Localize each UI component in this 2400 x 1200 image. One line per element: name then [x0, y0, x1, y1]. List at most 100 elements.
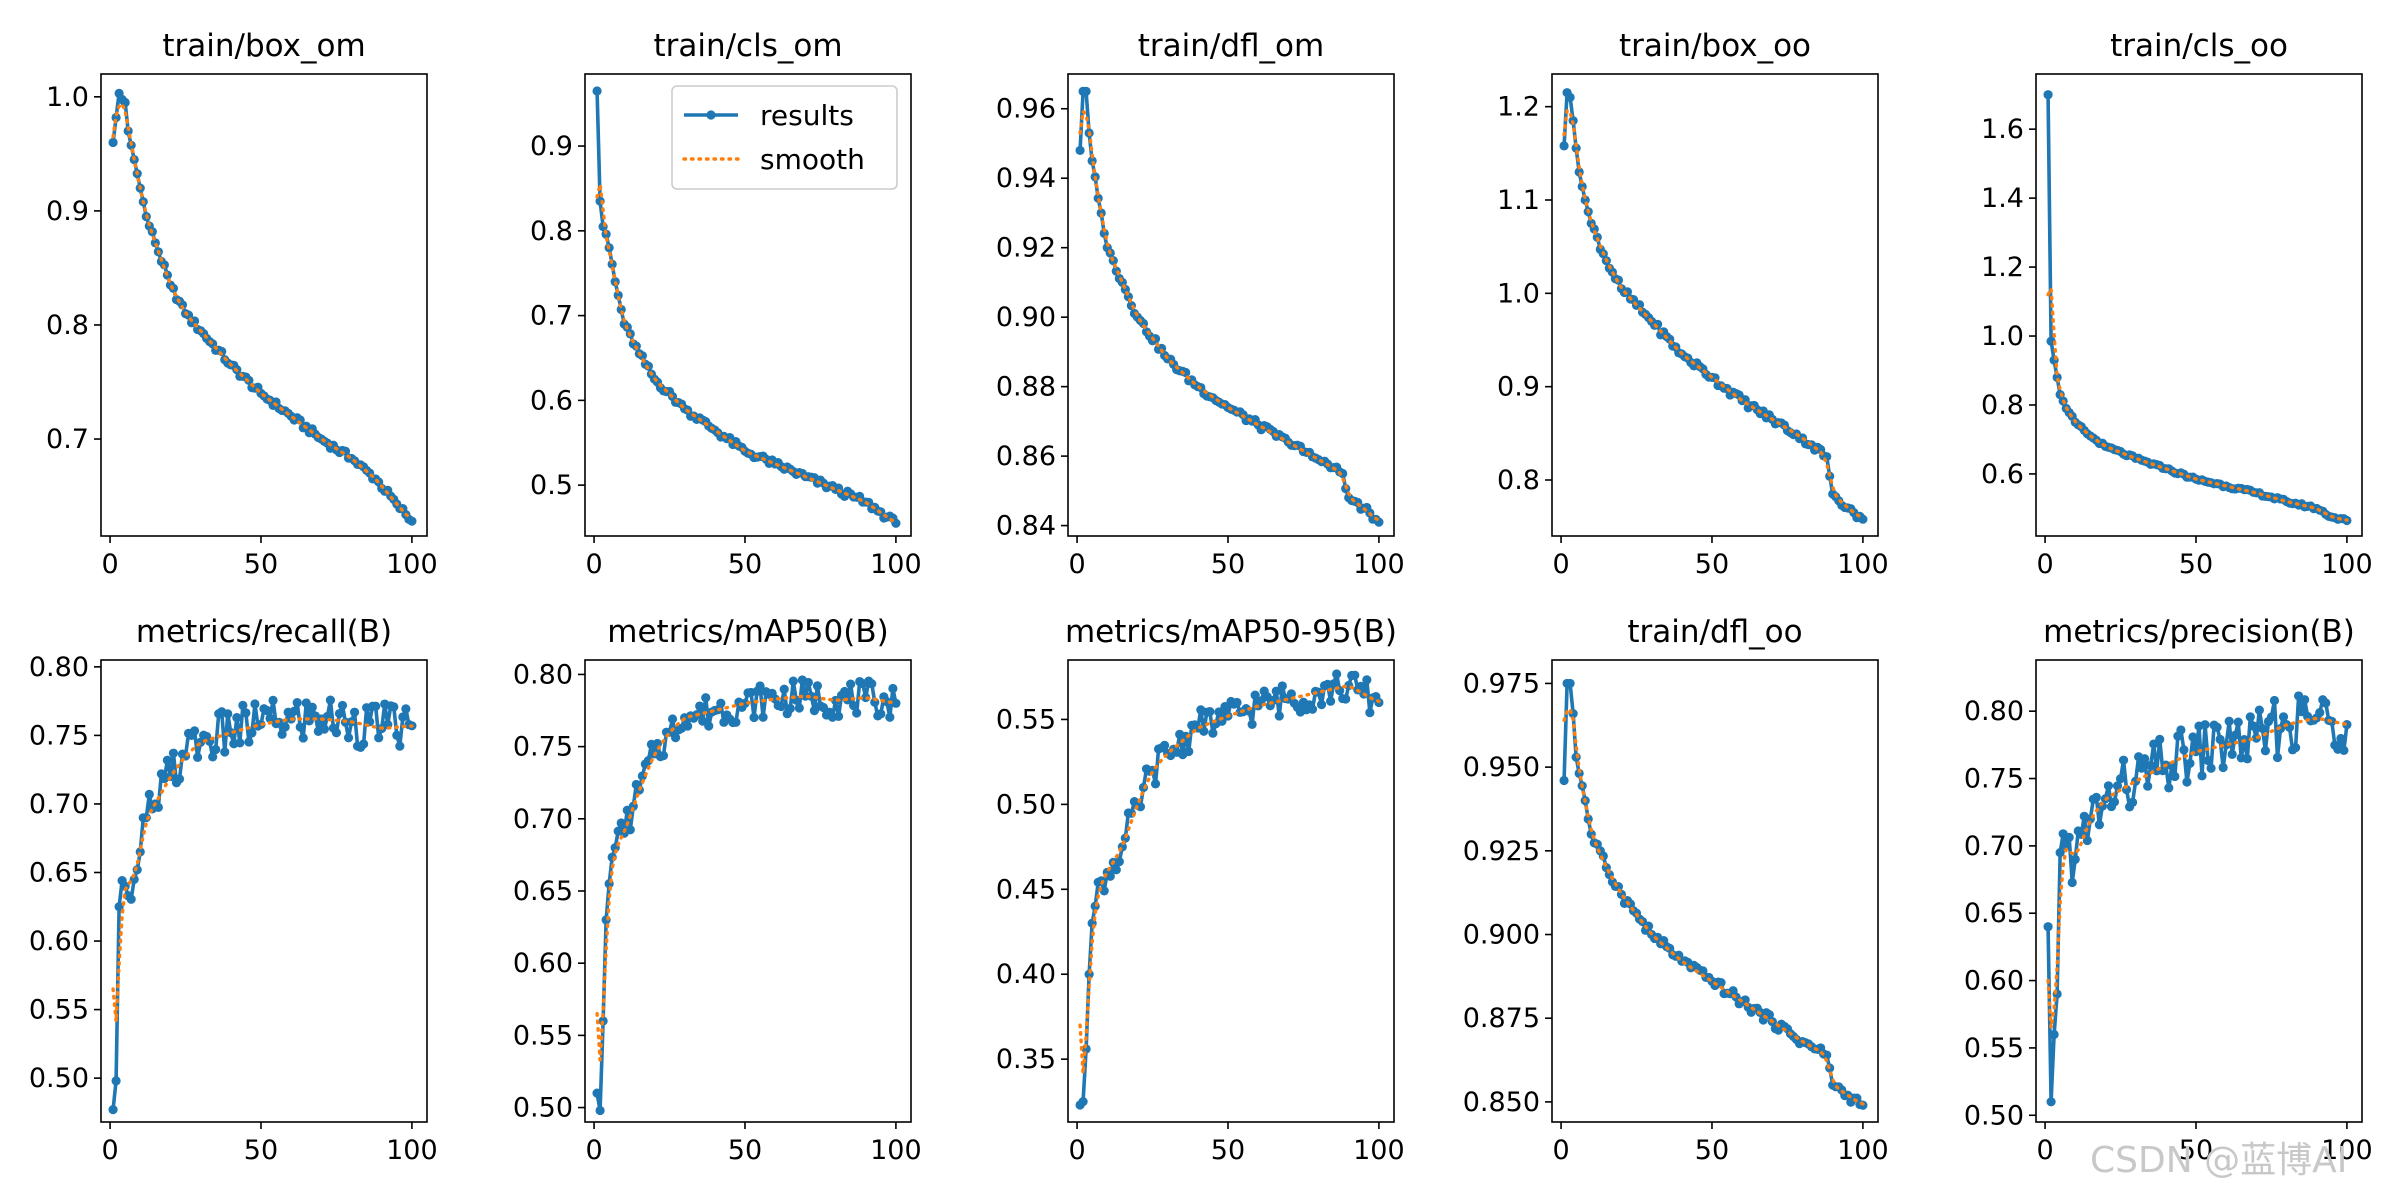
subplot-title: train/dfl_om: [1138, 28, 1324, 64]
results-point: [2206, 763, 2216, 773]
x-tick-label: 100: [386, 549, 438, 580]
y-tick-label: 0.70: [1964, 831, 2024, 862]
results-point: [168, 748, 179, 758]
results-point: [1338, 468, 1348, 479]
results-point: [846, 679, 856, 689]
x-tick-label: 50: [2179, 1135, 2213, 1166]
y-tick-label: 0.7: [530, 301, 573, 332]
y-tick-label: 1.1: [1497, 185, 1540, 216]
results-point: [794, 703, 804, 713]
results-point: [1329, 679, 1339, 689]
subplot-title: train/box_oo: [1619, 28, 1811, 64]
legend-frame: [671, 85, 898, 190]
results-point: [2094, 820, 2104, 830]
results-point: [1199, 726, 1209, 736]
results-point: [2278, 712, 2289, 722]
smooth-line: [595, 694, 898, 1062]
subplot-train-box-oo: train/box_oo 0 50 100 0.8 0.9 1.0 1.1 1.2: [1497, 28, 1889, 580]
results-point: [2140, 754, 2150, 764]
results-point: [891, 698, 901, 708]
legend: results smooth: [671, 85, 898, 190]
results-point: [292, 697, 302, 708]
subplot-title: train/cls_oo: [2110, 28, 2288, 64]
results-point: [1316, 700, 1327, 710]
results-point: [277, 729, 287, 739]
results-point: [2179, 745, 2189, 755]
results-point: [888, 683, 898, 694]
x-tick-label: 0: [1068, 1135, 1085, 1166]
results-point: [359, 739, 369, 749]
results-point: [334, 708, 345, 719]
y-tick-label: 0.92: [996, 233, 1056, 264]
smooth-line: [595, 182, 898, 524]
subplot-metrics-map50-95-b-: metrics/mAP50-95(B) 0 50 100 0.35 0.40 0.45 0.5…: [996, 614, 1405, 1166]
results-point: [247, 728, 257, 738]
x-tick-label: 50: [244, 1135, 278, 1166]
results-point: [1634, 300, 1645, 310]
y-tick-label: 0.9: [1497, 372, 1540, 403]
results-point: [867, 679, 877, 689]
results-point: [2224, 716, 2234, 726]
y-tick-label: 0.75: [29, 720, 89, 751]
results-point: [2257, 723, 2267, 734]
subplot-title: metrics/precision(B): [2043, 614, 2355, 650]
subplot-metrics-precision-b-: metrics/precision(B) 0 50 100 0.50 0.55 0.60 0.…: [1964, 614, 2373, 1166]
results-point: [1208, 728, 1218, 738]
y-tick-label: 0.6: [530, 385, 573, 416]
y-tick-label: 0.900: [1463, 920, 1540, 951]
results-point: [1232, 697, 1242, 708]
results-point: [670, 733, 681, 743]
results-point: [1740, 995, 1750, 1005]
results-point: [268, 695, 278, 706]
results-point: [211, 744, 221, 755]
results-point: [731, 717, 741, 727]
y-tick-label: 1.0: [46, 82, 89, 113]
results-point: [244, 737, 254, 747]
y-tick-label: 0.875: [1463, 1003, 1540, 1034]
axes-frame: [584, 73, 912, 537]
results-point: [2242, 754, 2252, 764]
x-tick-label: 100: [2321, 549, 2373, 580]
results-point: [1565, 92, 1575, 102]
subplot-grid: train/box_om0 50 1000.70.80.91.0train/cls_…: [29, 28, 2373, 1166]
results-point: [758, 712, 768, 722]
x-tick-label: 100: [870, 549, 922, 580]
results-point: [2115, 774, 2126, 784]
results-point: [2143, 781, 2153, 791]
results-point: [307, 702, 317, 712]
x-tick-label: 0: [2036, 1135, 2053, 1166]
subplot-title: train/cls_om: [653, 28, 842, 64]
y-tick-label: 0.9: [46, 196, 89, 227]
results-point: [1313, 687, 1324, 697]
results-point: [223, 709, 233, 719]
y-tick-label: 0.86: [996, 441, 1056, 472]
results-point: [126, 894, 136, 904]
results-point: [2290, 743, 2301, 753]
results-point: [389, 702, 399, 712]
results-point: [398, 712, 408, 722]
results-point: [1114, 857, 1124, 867]
subplot-train-dfl-om: train/dfl_om 0 50 100 0.84 0.86 0.88 0.90 0.92 0.…: [996, 28, 1405, 580]
plot-data: [108, 695, 417, 1115]
results-point: [1274, 711, 1284, 721]
plot-data: [2043, 691, 2352, 1107]
results-point: [1559, 141, 1569, 151]
results-point: [1150, 779, 1161, 789]
y-tick-label: 0.80: [29, 652, 89, 683]
y-tick-label: 0.850: [1463, 1087, 1540, 1118]
results-point: [2300, 695, 2310, 705]
results-point: [1159, 740, 1170, 751]
y-tick-label: 0.75: [1964, 764, 2024, 795]
results-point: [2109, 797, 2120, 807]
y-tick-label: 0.45: [996, 874, 1056, 905]
results-point: [325, 695, 336, 705]
y-tick-label: 0.55: [1964, 1033, 2024, 1064]
subplot-title: train/box_om: [162, 28, 365, 64]
results-point: [2321, 698, 2331, 708]
subplot-title: train/dfl_oo: [1627, 614, 1802, 650]
results-point: [595, 1105, 605, 1116]
smooth-line: [1078, 109, 1381, 522]
legend-smooth-label: smooth: [760, 143, 865, 176]
axes-frame: [1551, 73, 1879, 537]
results-point: [2203, 755, 2213, 766]
